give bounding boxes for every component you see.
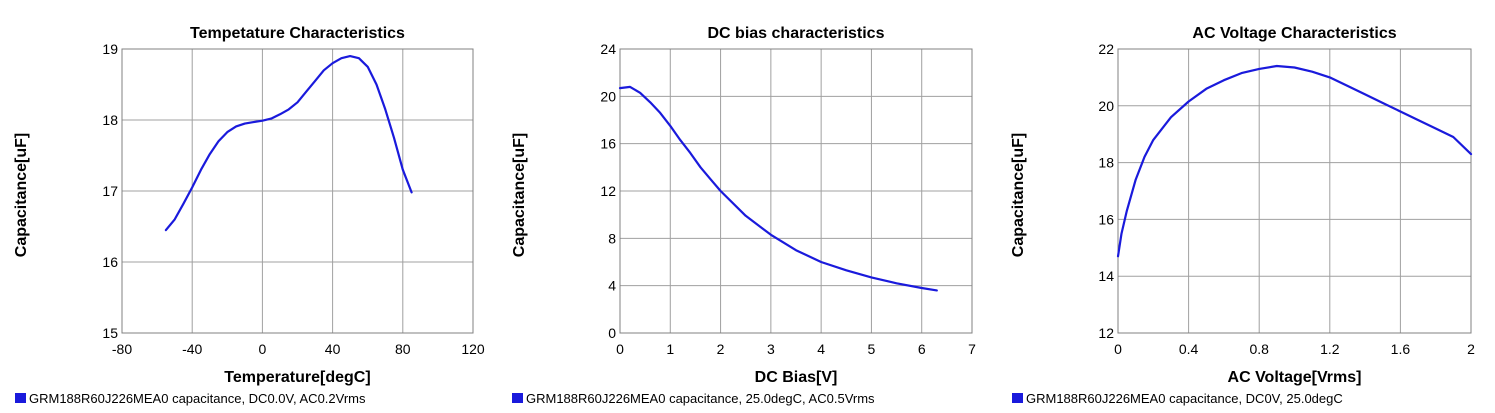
y-tick-label-temperature-4: 19 <box>102 41 118 57</box>
legend-swatch-dc-bias <box>512 393 523 403</box>
x-tick-label-ac-voltage-3: 1.2 <box>1320 341 1340 357</box>
y-tick-label-temperature-3: 18 <box>102 112 118 128</box>
y-tick-label-ac-voltage-1: 14 <box>1098 268 1114 284</box>
legend-temperature: GRM188R60J226MEA0 capacitance, DC0.0V, A… <box>15 390 365 406</box>
series-line-ac-voltage-0 <box>1116 64 1473 258</box>
x-tick-label-dc-bias-2: 2 <box>717 341 725 357</box>
x-tick-label-temperature-0: -80 <box>112 341 132 357</box>
plot-frame-ac-voltage <box>1117 48 1472 334</box>
y-axis-label-ac-voltage: Capacitance[uF] <box>1010 133 1027 257</box>
x-tick-label-ac-voltage-4: 1.6 <box>1391 341 1411 357</box>
x-tick-label-ac-voltage-5: 2 <box>1467 341 1475 357</box>
y-tick-label-dc-bias-2: 8 <box>608 230 616 246</box>
y-tick-label-dc-bias-4: 16 <box>600 136 616 152</box>
legend-label-ac-voltage: GRM188R60J226MEA0 capacitance, DC0V, 25.… <box>1026 390 1343 406</box>
x-tick-label-dc-bias-5: 5 <box>868 341 876 357</box>
legend-dc-bias: GRM188R60J226MEA0 capacitance, 25.0degC,… <box>512 390 875 406</box>
x-tick-label-temperature-3: 40 <box>325 341 341 357</box>
y-tick-label-ac-voltage-0: 12 <box>1098 325 1114 341</box>
x-tick-label-temperature-2: 0 <box>259 341 267 357</box>
y-tick-label-ac-voltage-3: 18 <box>1098 155 1114 171</box>
y-tick-label-temperature-1: 16 <box>102 254 118 270</box>
series-line-temperature-0 <box>164 54 413 232</box>
legend-swatch-temperature <box>15 393 26 403</box>
y-tick-label-dc-bias-6: 24 <box>600 41 616 57</box>
y-tick-label-dc-bias-5: 20 <box>600 88 616 104</box>
chart-title-ac-voltage: AC Voltage Characteristics <box>1192 25 1396 42</box>
y-tick-label-dc-bias-3: 12 <box>600 183 616 199</box>
x-tick-label-ac-voltage-1: 0.4 <box>1179 341 1199 357</box>
x-tick-label-dc-bias-6: 6 <box>918 341 926 357</box>
y-tick-label-ac-voltage-4: 20 <box>1098 98 1114 114</box>
y-tick-label-dc-bias-1: 4 <box>608 278 616 294</box>
x-axis-label-ac-voltage: AC Voltage[Vrms] <box>1228 369 1362 386</box>
y-tick-label-temperature-2: 17 <box>102 183 118 199</box>
y-axis-label-temperature: Capacitance[uF] <box>13 133 30 257</box>
x-tick-label-dc-bias-3: 3 <box>767 341 775 357</box>
chart-ac-voltage: AC Voltage Characteristics 0 0.4 0.8 1.2 1.6 2… <box>1010 25 1475 386</box>
y-tick-label-temperature-0: 15 <box>102 325 118 341</box>
plot-frame-temperature <box>121 48 474 334</box>
y-axis-label-dc-bias: Capacitance[uF] <box>511 133 528 257</box>
legend-ac-voltage: GRM188R60J226MEA0 capacitance, DC0V, 25.… <box>1012 390 1343 406</box>
x-tick-label-ac-voltage-0: 0 <box>1114 341 1122 357</box>
series-line-dc-bias-0 <box>618 85 938 292</box>
legend-swatch-ac-voltage <box>1012 393 1023 403</box>
x-tick-label-temperature-1: -40 <box>182 341 202 357</box>
legend-label-dc-bias: GRM188R60J226MEA0 capacitance, 25.0degC,… <box>526 390 875 406</box>
legend-label-temperature: GRM188R60J226MEA0 capacitance, DC0.0V, A… <box>29 390 366 406</box>
plot-frame-dc-bias <box>619 48 973 334</box>
y-tick-label-ac-voltage-5: 22 <box>1098 41 1114 57</box>
x-tick-label-temperature-5: 120 <box>461 341 485 357</box>
chart-title-temperature: Tempetature Characteristics <box>190 25 405 42</box>
x-tick-label-dc-bias-1: 1 <box>666 341 674 357</box>
y-tick-label-dc-bias-0: 0 <box>608 325 616 341</box>
x-tick-label-dc-bias-7: 7 <box>968 341 976 357</box>
chart-temperature: Tempetature Characteristics -80 -40 0 40 80 12… <box>13 25 485 386</box>
x-tick-label-dc-bias-4: 4 <box>817 341 825 357</box>
chart-title-dc-bias: DC bias characteristics <box>708 25 885 42</box>
x-tick-label-dc-bias-0: 0 <box>616 341 624 357</box>
x-axis-label-temperature: Temperature[degC] <box>224 369 370 386</box>
x-tick-label-ac-voltage-2: 0.8 <box>1249 341 1269 357</box>
x-axis-label-dc-bias: DC Bias[V] <box>755 369 838 386</box>
x-tick-label-temperature-4: 80 <box>395 341 411 357</box>
y-tick-label-ac-voltage-2: 16 <box>1098 211 1114 227</box>
